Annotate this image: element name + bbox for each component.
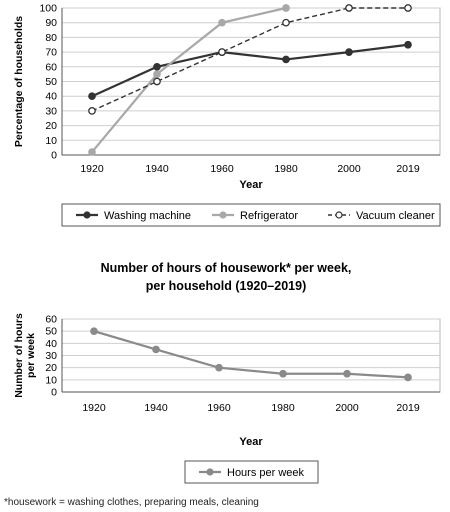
y-tick-label: 30 [45,350,57,362]
legend-label-refrigerator: Refrigerator [240,210,298,222]
y-tick-label: 60 [45,314,57,326]
legend-box [184,460,319,484]
x-tick-label: 2000 [335,402,359,414]
x-tick-label: 1940 [144,402,168,414]
series-line-refrigerator [91,6,287,153]
data-point-hours-per-week [215,363,223,372]
y-tick-label: 40 [45,91,57,103]
x-tick-label: 1920 [80,163,104,175]
y-tick-label: 20 [45,120,57,132]
x-tick-label: 1920 [82,402,106,414]
x-tick-label: 2000 [337,163,361,175]
y-tick-label: 70 [45,47,57,59]
data-point-washing-machine [404,40,412,49]
data-point-hours-per-week [343,369,351,378]
data-point-hours-per-week [152,345,160,354]
legend-marker-refrigerator [219,211,227,219]
legend-marker-washing-machine [83,211,91,219]
y-tick-label: 20 [45,362,57,374]
y-axis-label-line: per week [25,333,37,378]
x-tick-label: 1980 [274,163,298,175]
x-tick-label: 2019 [396,402,420,414]
y-tick-label: 30 [45,105,57,117]
data-point-vacuum-cleaner [282,18,290,27]
series-line-hours-per-week [93,330,409,379]
data-point-vacuum-cleaner [218,48,226,56]
data-point-washing-machine [88,92,96,101]
data-point-washing-machine [345,48,353,56]
y-tick-label: 0 [51,150,57,162]
x-tick-label: 1940 [145,163,169,175]
data-point-refrigerator [153,70,161,79]
legend-label-washing-machine: Washing machine [104,210,191,222]
x-tick-label: 1960 [207,402,231,414]
data-point-vacuum-cleaner [88,107,96,115]
data-point-hours-per-week [279,369,287,378]
y-tick-label: 80 [45,32,57,44]
data-point-washing-machine [282,55,290,64]
footnote: *housework = washing clothes, preparing … [4,497,259,508]
y-tick-label: 40 [45,338,57,350]
x-axis-label: Year [239,179,263,191]
y-tick-label: 50 [45,326,57,338]
series-line-vacuum-cleaner [91,7,408,112]
y-axis-label: Percentage of households [13,16,25,147]
legend-label-hours-per-week: Hours per week [227,467,305,479]
data-point-refrigerator [282,4,290,12]
data-point-refrigerator [218,18,226,27]
y-axis-label-line: Number of hours [13,313,25,398]
y-tick-label: 60 [45,61,57,73]
data-point-vacuum-cleaner [404,4,412,12]
y-tick-label: 100 [39,3,57,15]
data-point-hours-per-week [90,327,98,336]
y-tick-label: 10 [45,135,57,147]
housework-hours-chart: Number of hours of housework* per week, p… [13,261,441,484]
y-axis-label: Number of hoursper week [13,313,37,398]
x-tick-label: 2019 [396,163,420,175]
data-point-vacuum-cleaner [153,77,161,86]
chart-subtitle: per household (1920–2019) [146,279,306,293]
y-tick-label: 0 [51,387,57,399]
x-tick-label: 1960 [210,163,234,175]
legend-label-vacuum-cleaner: Vacuum cleaner [356,210,435,222]
x-axis-label: Year [239,436,263,448]
appliance-ownership-chart: 0 10 20 30 40 50 60 70 80 90 100 1920 1940 1960 1980 20… [13,3,441,227]
data-point-refrigerator [88,148,96,156]
y-tick-label: 10 [45,374,57,386]
data-point-hours-per-week [404,373,412,382]
legend-box [61,203,441,227]
series-line-washing-machine [91,43,409,98]
data-point-washing-machine [153,62,161,71]
legend-marker-hours-per-week [206,468,214,476]
y-tick-label: 90 [45,17,57,29]
chart-title: Number of hours of housework* per week, [101,261,352,275]
data-point-vacuum-cleaner [345,4,353,12]
legend-marker-vacuum-cleaner [335,211,343,219]
y-tick-label: 50 [45,76,57,88]
x-tick-label: 1980 [271,402,295,414]
